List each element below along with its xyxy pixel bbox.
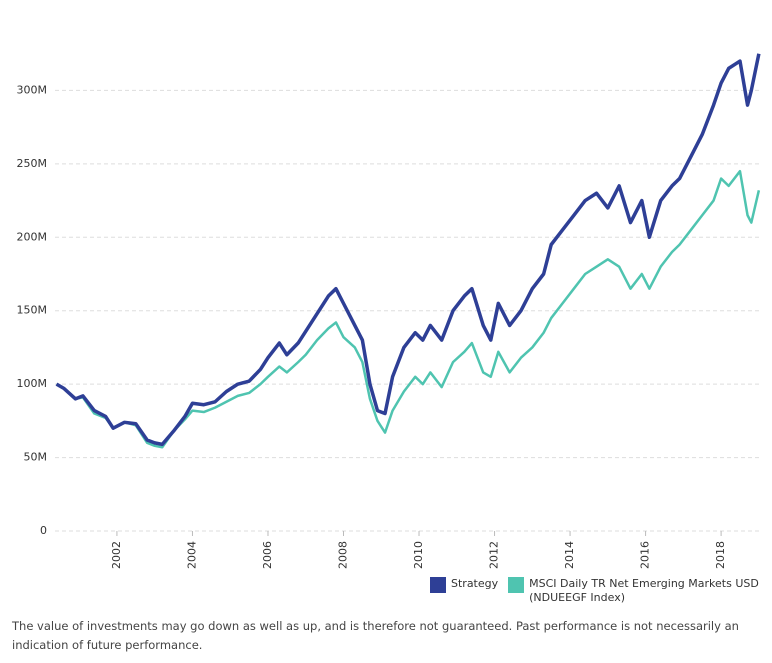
y-tick-label: 50M — [24, 451, 48, 464]
y-tick-label: 0 — [40, 524, 47, 537]
y-tick-label: 300M — [17, 83, 48, 96]
x-tick-label: 2018 — [714, 541, 727, 569]
legend-swatch — [430, 577, 446, 593]
legend-item: Strategy — [430, 577, 498, 605]
x-tick-label: 2002 — [110, 541, 123, 569]
legend-label: Strategy — [451, 577, 499, 590]
y-tick-label: 200M — [17, 230, 48, 243]
x-tick-label: 2014 — [563, 541, 576, 569]
y-tick-label: 100M — [17, 377, 48, 390]
legend-item: MSCI Daily TR Net Emerging Markets USD (… — [508, 577, 769, 605]
series-line — [55, 169, 761, 449]
x-tick-label: 2016 — [639, 541, 652, 569]
footnote: The value of investments may go down as … — [12, 619, 739, 652]
chart: 0 50M 100M 150M 200M 250M 300M 2002 2004 2006 2008… — [17, 53, 761, 569]
y-tick-label: 250M — [17, 157, 48, 170]
x-tick-label: 2004 — [185, 541, 198, 569]
legend: Strategy MSCI Daily TR Net Emerging Marke… — [430, 577, 770, 605]
x-tick-label: 2010 — [412, 541, 425, 569]
legend-label: MSCI Daily TR Net Emerging Markets USD (… — [529, 577, 759, 604]
x-tick-label: 2012 — [488, 541, 501, 569]
series-line — [55, 53, 761, 447]
y-tick-label: 150M — [17, 304, 48, 317]
x-tick-label: 2006 — [261, 541, 274, 569]
legend-swatch — [508, 577, 525, 593]
x-tick-label: 2008 — [336, 541, 349, 569]
